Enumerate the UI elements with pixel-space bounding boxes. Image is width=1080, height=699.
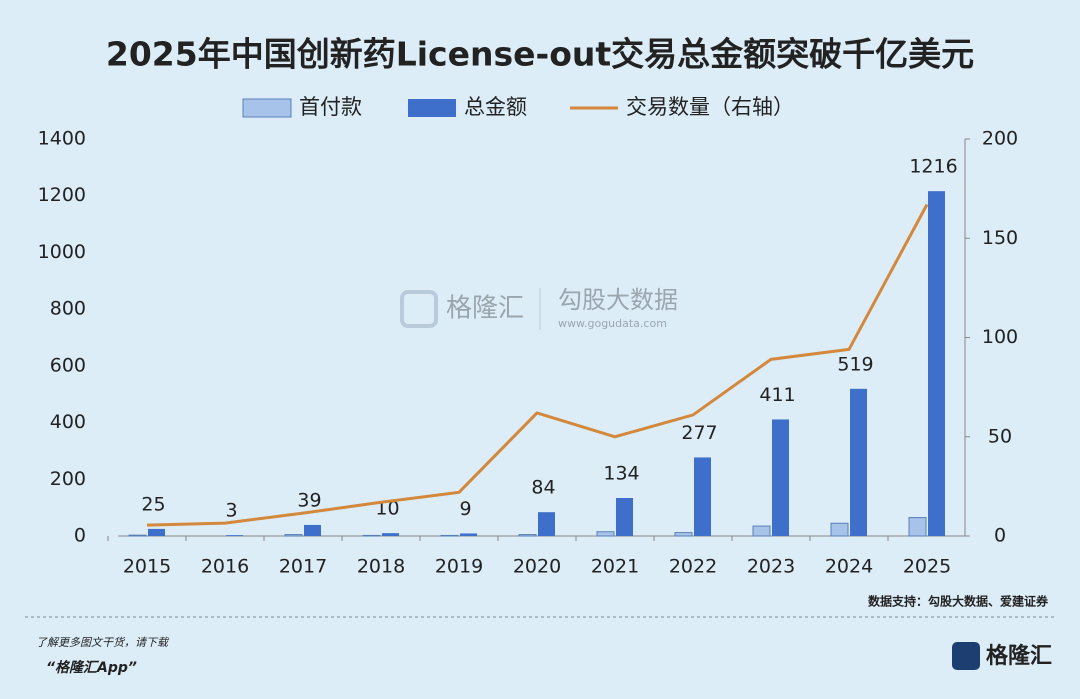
bar (284, 534, 303, 537)
bar (908, 517, 927, 537)
footer-logo: 格隆汇 (986, 643, 1052, 669)
bar (460, 533, 477, 536)
legend-label: 总金额 (464, 95, 527, 119)
y-tick-label: 1200 (38, 184, 86, 206)
y-tick-label: 1400 (38, 128, 86, 150)
bar (616, 498, 633, 536)
bar (128, 534, 147, 537)
line (146, 203, 929, 527)
y-tick-label: 800 (50, 298, 86, 320)
watermark-icon (400, 290, 438, 328)
y-tick-label: 1000 (38, 241, 86, 263)
x-tick-label: 2019 (435, 556, 483, 578)
bar (772, 419, 789, 536)
watermark-url: www.gogudata.com (558, 317, 667, 330)
y2-tick-label: 50 (988, 425, 1012, 447)
bar (830, 522, 849, 537)
value-label: 39 (297, 489, 321, 511)
bar (362, 534, 381, 537)
legend-swatch (408, 99, 456, 117)
y-tick-label: 600 (50, 354, 86, 376)
x-tick-label: 2021 (591, 556, 639, 578)
x-tick-label: 2015 (123, 556, 171, 578)
y2-tick-label: 150 (982, 227, 1018, 249)
x-tick-label: 2020 (513, 556, 561, 578)
y2-tick-label: 100 (982, 326, 1018, 348)
y-tick-label: 200 (50, 468, 86, 490)
logo-icon (952, 642, 980, 670)
bar (304, 524, 321, 536)
watermark-partner: 勾股大数据 (558, 286, 678, 314)
bar (752, 525, 771, 537)
legend-swatch (242, 98, 292, 118)
value-label: 519 (837, 353, 873, 375)
y2-tick-label: 200 (982, 128, 1018, 150)
y-tick-label: 400 (50, 411, 86, 433)
bar (596, 531, 615, 537)
value-label: 411 (759, 384, 795, 406)
bar (674, 532, 693, 537)
value-label: 25 (141, 493, 165, 515)
bar (538, 512, 555, 536)
x-tick-label: 2022 (669, 556, 717, 578)
bar (226, 535, 243, 536)
value-label: 277 (681, 422, 717, 444)
source: 数据支持：勾股大数据、爱建证券 (868, 594, 1049, 609)
bar (440, 534, 459, 537)
x-tick-label: 2025 (903, 556, 951, 578)
bar (148, 528, 165, 536)
x-tick-label: 2017 (279, 556, 327, 578)
legend-label: 交易数量（右轴） (626, 95, 794, 119)
x-tick-label: 2024 (825, 556, 873, 578)
x-tick-label: 2018 (357, 556, 405, 578)
value-label: 1216 (909, 156, 957, 178)
bar (694, 457, 711, 536)
footer-prompt: 了解更多图文干货，请下载 (36, 636, 170, 649)
value-label: 3 (225, 500, 237, 522)
chart-title: 2025年中国创新药License-out交易总金额突破千亿美元 (106, 35, 974, 74)
x-tick-label: 2016 (201, 556, 249, 578)
bar (382, 533, 399, 536)
value-label: 84 (531, 477, 555, 499)
watermark-brand: 格隆汇 (446, 294, 524, 324)
value-label: 134 (603, 463, 639, 485)
bar (850, 388, 867, 536)
y2-tick-label: 0 (994, 525, 1006, 547)
legend-label: 首付款 (299, 95, 362, 119)
value-label: 9 (459, 498, 471, 520)
bar (518, 534, 537, 537)
watermark: 格隆汇 勾股大数据 www.gogudata.com (400, 286, 678, 330)
x-tick-label: 2023 (747, 556, 795, 578)
y-tick-label: 0 (74, 525, 86, 547)
bar (928, 191, 945, 537)
footer-app: “格隆汇App” (46, 659, 137, 676)
